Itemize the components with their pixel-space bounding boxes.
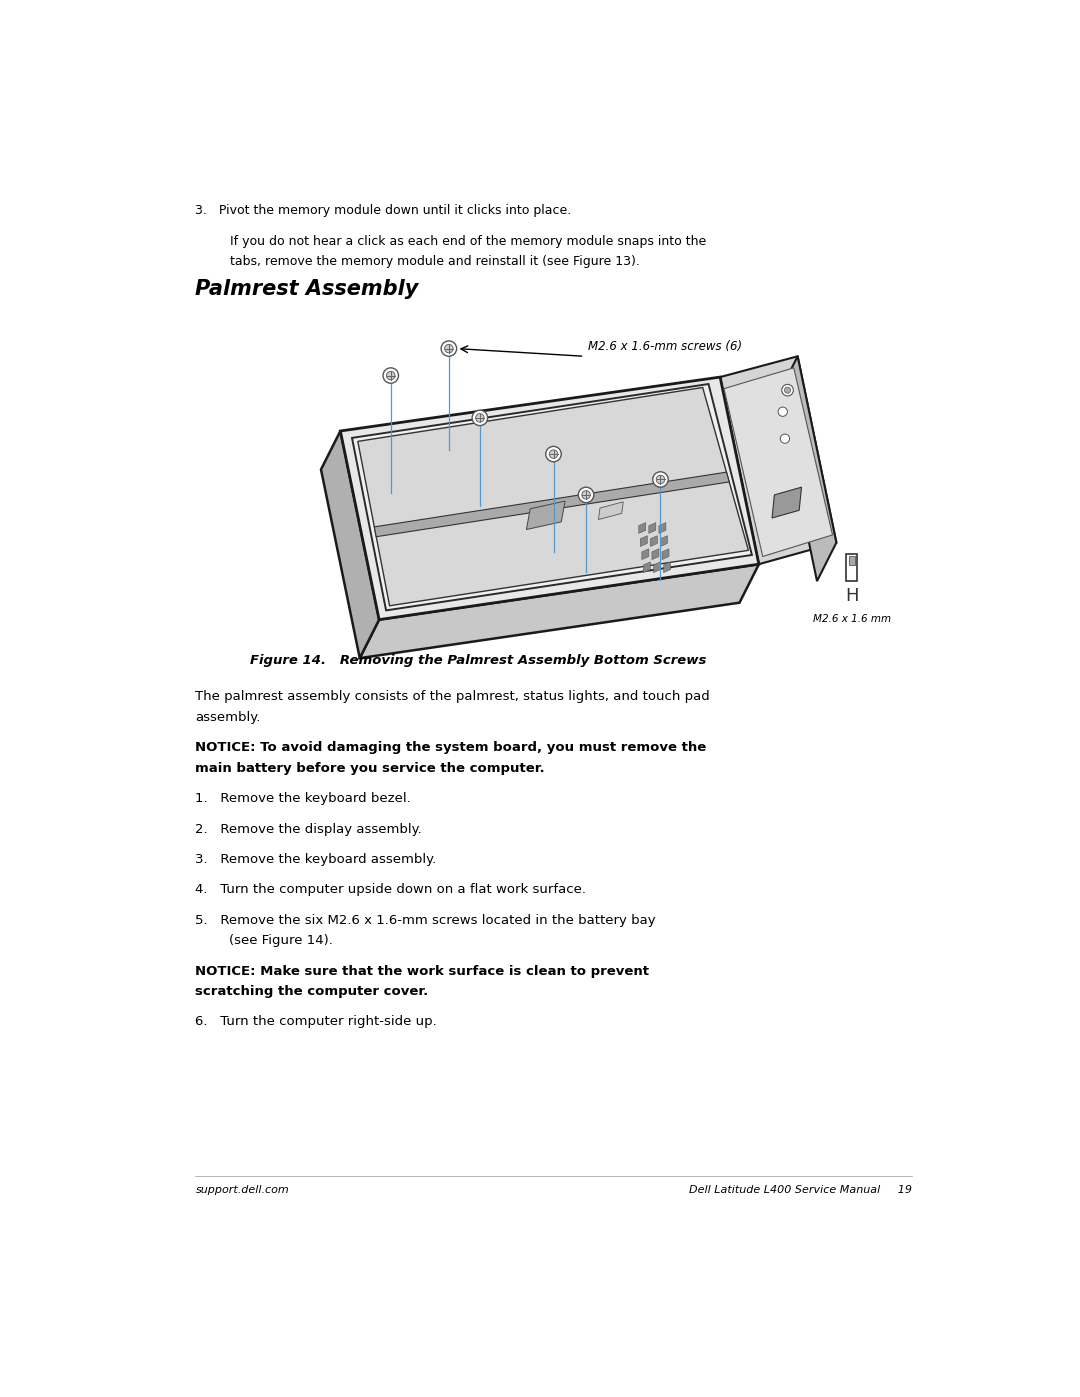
Polygon shape: [779, 356, 836, 581]
Polygon shape: [724, 367, 833, 556]
Polygon shape: [662, 549, 669, 560]
Text: If you do not hear a click as each end of the memory module snaps into the: If you do not hear a click as each end o…: [230, 235, 706, 247]
Polygon shape: [640, 535, 647, 546]
Text: M2.6 x 1.6 mm: M2.6 x 1.6 mm: [813, 615, 891, 624]
Circle shape: [652, 472, 669, 488]
Text: 1.   Remove the keyboard bezel.: 1. Remove the keyboard bezel.: [195, 792, 411, 805]
Polygon shape: [340, 377, 759, 620]
Text: assembly.: assembly.: [195, 711, 261, 724]
Circle shape: [582, 490, 591, 499]
Polygon shape: [357, 387, 748, 606]
Polygon shape: [659, 522, 666, 534]
Text: support.dell.com: support.dell.com: [195, 1185, 289, 1194]
Polygon shape: [650, 535, 658, 546]
FancyBboxPatch shape: [847, 555, 858, 581]
Text: scratching the computer cover.: scratching the computer cover.: [195, 985, 429, 997]
Text: 5.   Remove the six M2.6 x 1.6-mm screws located in the battery bay: 5. Remove the six M2.6 x 1.6-mm screws l…: [195, 914, 656, 926]
Polygon shape: [661, 535, 667, 546]
Circle shape: [784, 387, 791, 393]
Polygon shape: [321, 432, 379, 658]
Circle shape: [383, 367, 399, 383]
Text: main battery before you service the computer.: main battery before you service the comp…: [195, 761, 545, 775]
Polygon shape: [649, 522, 656, 534]
Polygon shape: [375, 472, 729, 536]
FancyBboxPatch shape: [849, 556, 855, 564]
Text: 2.   Remove the display assembly.: 2. Remove the display assembly.: [195, 823, 422, 835]
Polygon shape: [352, 384, 752, 610]
Text: Dell Latitude L400 Service Manual     19: Dell Latitude L400 Service Manual 19: [689, 1185, 912, 1194]
Circle shape: [545, 447, 562, 462]
Circle shape: [445, 344, 454, 353]
Polygon shape: [360, 564, 759, 658]
Circle shape: [441, 341, 457, 356]
Polygon shape: [653, 562, 661, 573]
Polygon shape: [663, 562, 671, 573]
Circle shape: [578, 488, 594, 503]
Text: 6.   Turn the computer right-side up.: 6. Turn the computer right-side up.: [195, 1016, 437, 1028]
Text: 4.   Turn the computer upside down on a flat work surface.: 4. Turn the computer upside down on a fl…: [195, 883, 586, 897]
Text: 3.   Remove the keyboard assembly.: 3. Remove the keyboard assembly.: [195, 854, 436, 866]
Polygon shape: [652, 549, 659, 560]
Text: The palmrest assembly consists of the palmrest, status lights, and touch pad: The palmrest assembly consists of the pa…: [195, 690, 711, 704]
Text: NOTICE: To avoid damaging the system board, you must remove the: NOTICE: To avoid damaging the system boa…: [195, 742, 706, 754]
Circle shape: [472, 411, 488, 426]
Polygon shape: [642, 549, 649, 560]
Circle shape: [780, 434, 789, 443]
Text: H: H: [846, 587, 859, 605]
Text: Palmrest Assembly: Palmrest Assembly: [195, 278, 419, 299]
Text: tabs, remove the memory module and reinstall it (see Figure 13).: tabs, remove the memory module and reins…: [230, 256, 640, 268]
Text: M2.6 x 1.6-mm screws (6): M2.6 x 1.6-mm screws (6): [589, 341, 743, 353]
Polygon shape: [644, 562, 650, 573]
Text: NOTICE: Make sure that the work surface is clean to prevent: NOTICE: Make sure that the work surface …: [195, 964, 649, 978]
Circle shape: [475, 414, 484, 422]
Text: (see Figure 14).: (see Figure 14).: [195, 935, 334, 947]
Circle shape: [778, 407, 787, 416]
Circle shape: [657, 475, 664, 483]
Polygon shape: [526, 502, 565, 529]
Circle shape: [782, 384, 794, 395]
Circle shape: [550, 450, 557, 458]
Polygon shape: [772, 488, 801, 518]
Polygon shape: [638, 522, 646, 534]
Text: 3.   Pivot the memory module down until it clicks into place.: 3. Pivot the memory module down until it…: [195, 204, 571, 217]
Text: Figure 14.   Removing the Palmrest Assembly Bottom Screws: Figure 14. Removing the Palmrest Assembl…: [249, 654, 706, 668]
Polygon shape: [598, 502, 623, 520]
Polygon shape: [720, 356, 836, 564]
Circle shape: [387, 372, 395, 380]
